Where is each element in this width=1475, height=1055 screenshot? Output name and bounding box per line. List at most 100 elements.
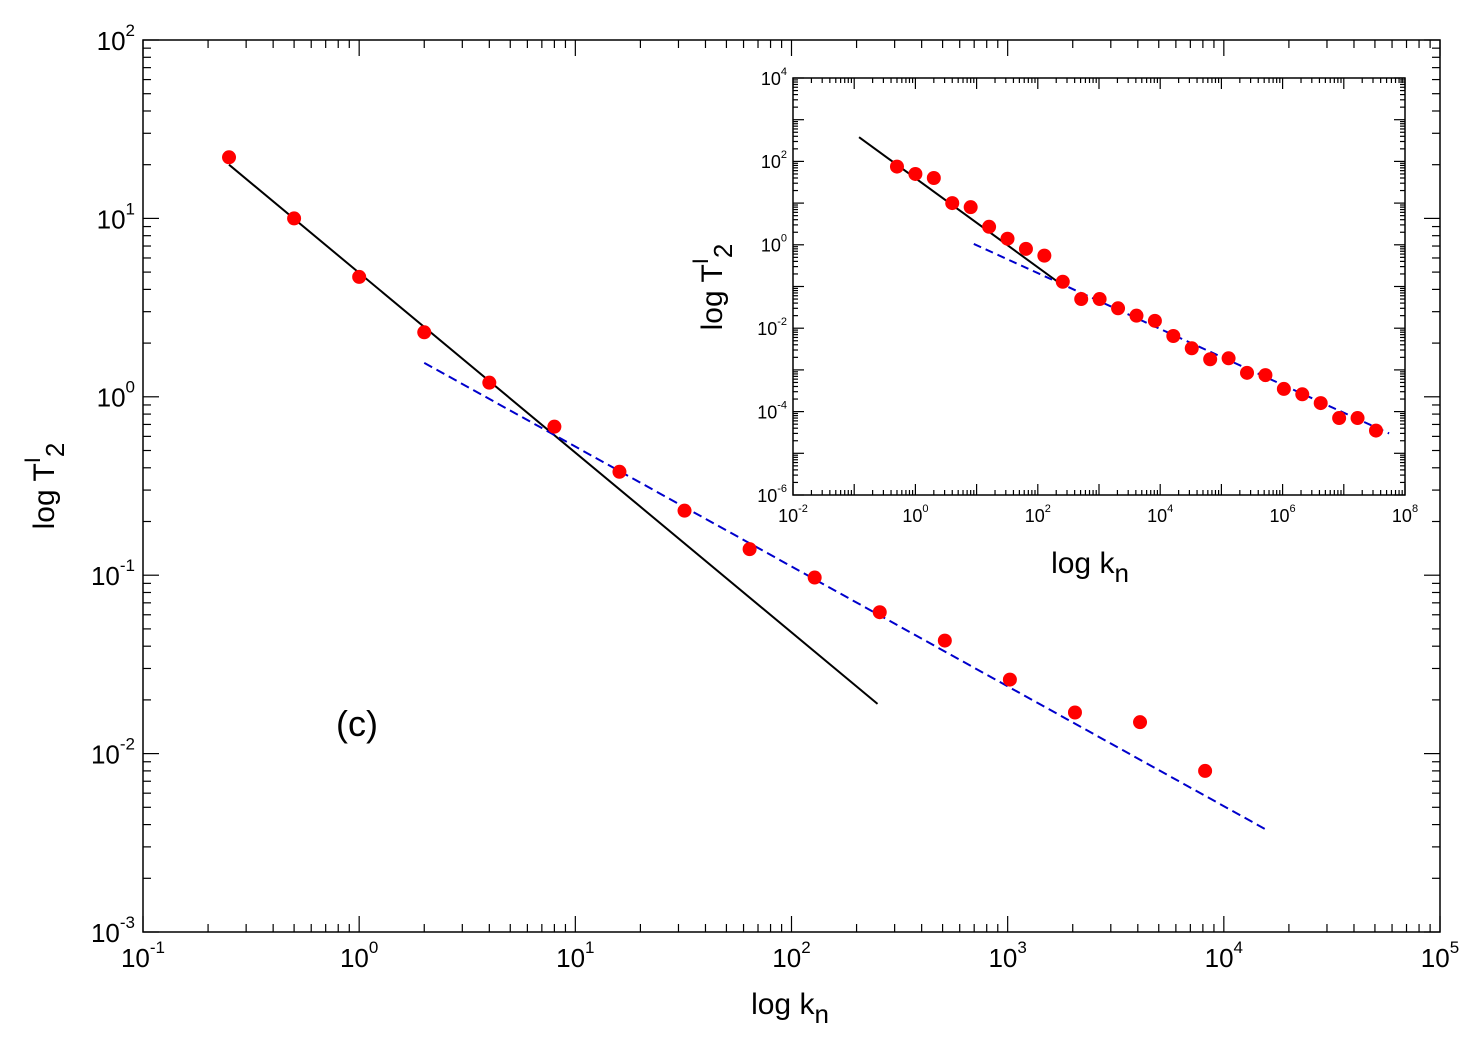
- main-y-axis-label: log TI2: [20, 443, 70, 530]
- main-data-point: [417, 325, 432, 340]
- main-x-tick-label-exponent: 3: [1017, 938, 1026, 957]
- main-y-tick-label: 102: [97, 21, 135, 56]
- main-y-axis-label-text: log T: [28, 463, 61, 529]
- main-y-axis-label-superscript: I: [20, 457, 45, 463]
- inset-data-point: [926, 170, 941, 185]
- inset-data-point: [1147, 313, 1162, 328]
- inset-y-axis-label: log TI2: [688, 244, 738, 331]
- inset-data-point: [945, 196, 960, 211]
- inset-x-tick-label: 10-2: [778, 503, 808, 526]
- main-x-tick-label-exponent: 4: [1234, 938, 1243, 957]
- main-y-tick-label-exponent: 0: [126, 378, 135, 397]
- inset-y-tick-label: 102: [761, 149, 787, 172]
- inset-y-tick-label-base: 10: [757, 486, 777, 506]
- inset-data-point: [1092, 292, 1107, 307]
- inset-x-tick-label-base: 10: [778, 506, 798, 526]
- main-data-point: [742, 542, 757, 557]
- main-y-tick-label-base: 10: [91, 918, 120, 948]
- inset-y-tick-label-base: 10: [761, 236, 781, 256]
- main-y-tick-label: 101: [97, 199, 135, 234]
- panel-label: (c): [336, 703, 378, 744]
- main-x-tick-label: 101: [556, 938, 594, 973]
- main-x-tick-label-base: 10: [1205, 943, 1234, 973]
- inset-y-axis-label-subscript: 2: [708, 244, 738, 258]
- main-y-tick-label-base: 10: [97, 26, 126, 56]
- inset-x-tick-label: 104: [1147, 503, 1173, 526]
- inset-data-point: [1074, 292, 1089, 307]
- inset-data-point: [1258, 368, 1273, 383]
- main-y-axis-label-subscript: 2: [40, 443, 70, 457]
- main-data-point: [352, 269, 367, 284]
- main-fit-shallow-line: [423, 361, 1269, 832]
- inset-data-point: [889, 159, 904, 174]
- inset-data-point: [963, 200, 978, 215]
- inset-data-point: [1332, 411, 1347, 426]
- inset-y-tick-label-exponent: -4: [777, 399, 787, 411]
- main-data-point: [872, 605, 887, 620]
- main-x-axis-label-text: log k: [751, 988, 815, 1021]
- main-x-axis-label-subscript: n: [814, 999, 828, 1029]
- main-y-tick-label: 10-3: [91, 913, 135, 948]
- main-x-tick-label-base: 10: [772, 943, 801, 973]
- inset-data-point: [1055, 274, 1070, 289]
- inset-data-point: [982, 219, 997, 234]
- main-x-tick-label: 10-1: [121, 938, 165, 973]
- main-data-point: [547, 419, 562, 434]
- inset-y-tick-label-base: 10: [761, 69, 781, 89]
- main-plot-frame: [142, 39, 1441, 933]
- main-ticks: [142, 39, 1441, 933]
- inset-y-tick-label-exponent: -2: [777, 316, 787, 328]
- main-y-tick-label: 100: [97, 378, 135, 413]
- main-data-point: [1002, 672, 1017, 687]
- main-y-tick-label-exponent: -3: [120, 913, 135, 932]
- inset-x-tick-label: 108: [1392, 503, 1418, 526]
- main-y-tick-label-base: 10: [91, 739, 120, 769]
- inset-x-tick-label: 106: [1270, 503, 1296, 526]
- main-data-point: [482, 375, 497, 390]
- main-fit-lines: [228, 163, 1269, 832]
- main-data-point: [287, 211, 302, 226]
- inset-data-point: [1295, 387, 1310, 402]
- main-y-tick-label-base: 10: [97, 383, 126, 413]
- main-x-tick-label-base: 10: [1421, 943, 1450, 973]
- inset-x-tick-label-base: 10: [1147, 506, 1167, 526]
- main-x-tick-label-base: 10: [340, 943, 369, 973]
- inset-ticks: [792, 77, 1406, 496]
- inset-y-tick-label: 10-2: [757, 316, 787, 339]
- inset-data-point: [1018, 241, 1033, 256]
- inset-x-tick-label-base: 10: [1392, 506, 1412, 526]
- inset-y-tick-label-exponent: 4: [781, 66, 787, 78]
- main-chart: 10-1 100 101 102 103 104 10510-310-210-1100101…: [20, 21, 1459, 1029]
- main-data-point: [222, 150, 237, 165]
- main-tick-labels: 10-1 100 101 102 103 104 10510-310-210-1100101…: [91, 21, 1459, 973]
- main-x-tick-label-exponent: -1: [150, 938, 165, 957]
- inset-data-points: [889, 159, 1383, 438]
- inset-y-tick-label-exponent: 0: [781, 233, 787, 245]
- main-x-tick-label: 103: [988, 938, 1026, 973]
- inset-background: [784, 72, 1410, 507]
- inset-x-tick-label-base: 10: [1025, 506, 1045, 526]
- inset-x-axis-label-text: log k: [1051, 547, 1115, 580]
- inset-data-point: [1166, 329, 1181, 344]
- inset-y-tick-label: 104: [761, 66, 787, 89]
- inset-y-tick-label: 100: [761, 233, 787, 256]
- main-x-tick-label: 100: [340, 938, 378, 973]
- inset-x-axis-label-subscript: n: [1114, 558, 1128, 588]
- main-data-point: [937, 633, 952, 648]
- inset-x-tick-label-exponent: 4: [1167, 503, 1173, 515]
- main-data-point: [807, 570, 822, 585]
- main-y-tick-label: 10-2: [91, 734, 135, 769]
- inset-x-tick-label-exponent: 2: [1045, 503, 1051, 515]
- main-x-tick-label-exponent: 0: [369, 938, 378, 957]
- main-x-tick-label-exponent: 1: [585, 938, 594, 957]
- inset-y-tick-label: 10-6: [757, 483, 787, 506]
- inset-plot-frame: [792, 77, 1406, 496]
- main-y-tick-label: 10-1: [91, 556, 135, 591]
- main-y-tick-label-exponent: -1: [120, 556, 135, 575]
- inset-y-tick-label-base: 10: [757, 402, 777, 422]
- main-x-tick-label: 105: [1421, 938, 1459, 973]
- main-x-tick-label-base: 10: [988, 943, 1017, 973]
- inset-x-tick-label: 102: [1025, 503, 1051, 526]
- inset-data-point: [1184, 341, 1199, 356]
